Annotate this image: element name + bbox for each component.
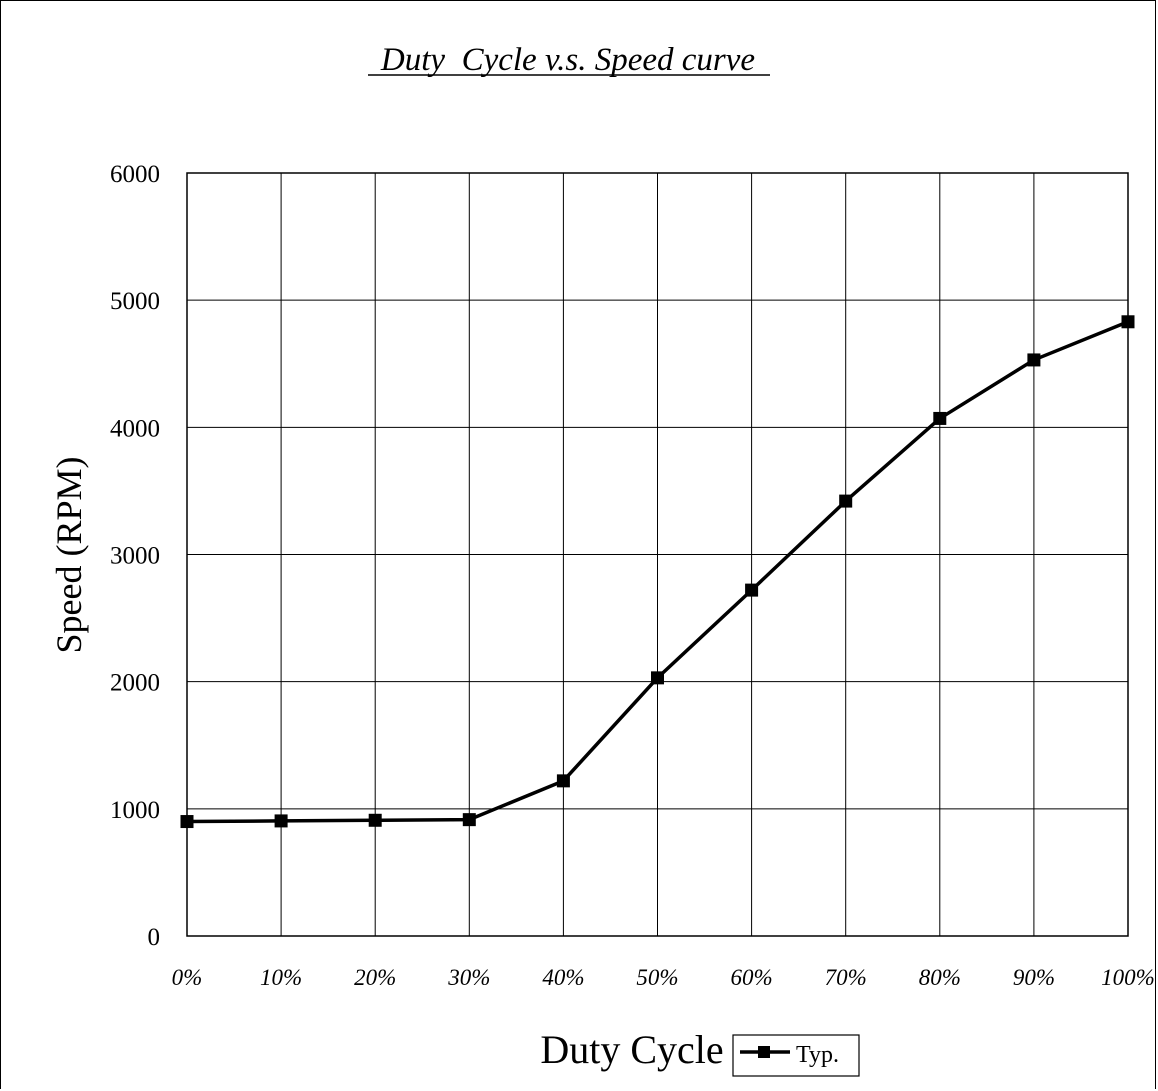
y-axis: 0 1000 2000 3000 4000 5000 6000 bbox=[110, 161, 160, 951]
x-axis: 0% 10% 20% 30% 40% 50% 60% 70% 80% 90% 100% bbox=[172, 965, 1155, 990]
x-tick-label: 30% bbox=[447, 965, 490, 990]
x-tick-label: 60% bbox=[731, 965, 773, 990]
chart-title: Duty Cycle v.s. Speed curve bbox=[380, 42, 755, 78]
legend-marker bbox=[758, 1046, 770, 1058]
x-tick-label: 10% bbox=[260, 965, 302, 990]
x-axis-label: Duty Cycle bbox=[540, 1027, 723, 1072]
y-tick-label: 1000 bbox=[110, 797, 160, 824]
plot-area bbox=[186, 172, 1129, 937]
x-tick-label: 0% bbox=[172, 965, 203, 990]
x-tick-label: 40% bbox=[542, 965, 584, 990]
x-tick-label: 90% bbox=[1013, 965, 1055, 990]
x-tick-label: 20% bbox=[354, 965, 396, 990]
series bbox=[180, 315, 1135, 829]
x-tick-label: 80% bbox=[919, 965, 961, 990]
data-point bbox=[180, 815, 194, 829]
data-point bbox=[651, 671, 664, 685]
y-tick-label: 5000 bbox=[110, 288, 160, 315]
data-point bbox=[462, 813, 476, 827]
y-tick-label: 4000 bbox=[110, 415, 160, 442]
legend-box bbox=[732, 1034, 860, 1077]
data-point bbox=[745, 583, 759, 597]
legend-label: Typ. bbox=[796, 1042, 839, 1068]
y-tick-label: 3000 bbox=[110, 543, 160, 570]
data-point bbox=[1027, 353, 1041, 367]
y-tick-label: 0 bbox=[148, 924, 161, 951]
data-point bbox=[1121, 315, 1135, 329]
y-tick-label: 6000 bbox=[110, 161, 160, 188]
data-point bbox=[839, 494, 853, 508]
x-tick-label: 100% bbox=[1101, 965, 1155, 990]
data-point bbox=[274, 814, 288, 828]
data-point bbox=[368, 813, 382, 827]
x-tick-label: 70% bbox=[825, 965, 867, 990]
legend: Typ. bbox=[732, 1034, 860, 1077]
y-tick-label: 2000 bbox=[110, 670, 160, 697]
x-tick-label: 50% bbox=[636, 965, 678, 990]
data-point bbox=[556, 774, 570, 788]
grid bbox=[186, 172, 1129, 937]
data-point bbox=[933, 411, 947, 425]
y-axis-label: Speed (RPM) bbox=[49, 457, 89, 654]
